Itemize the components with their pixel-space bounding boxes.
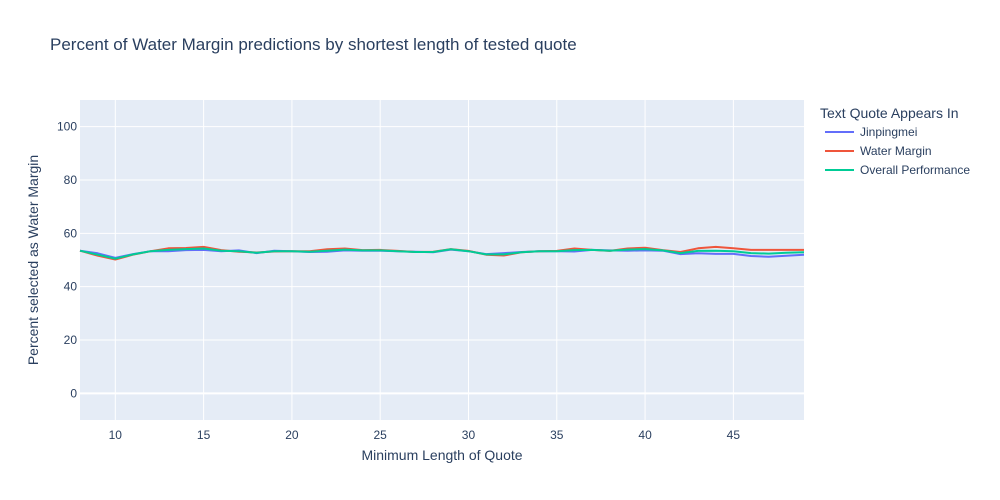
x-tick-label: 20 xyxy=(285,428,299,442)
y-tick-label: 80 xyxy=(64,173,78,187)
y-tick-label: 100 xyxy=(57,120,77,134)
tick-labels: 10 15 20 25 30 35 40 45 0 20 40 60 80 100 xyxy=(57,120,740,442)
series-line-overall-performance xyxy=(79,247,805,260)
legend-label: Water Margin xyxy=(860,144,932,158)
x-tick-label: 10 xyxy=(109,428,123,442)
legend[interactable]: Text Quote Appears In Jinpingmei Water Ma… xyxy=(820,105,970,177)
y-tick-label: 40 xyxy=(64,280,78,294)
x-tick-label: 35 xyxy=(550,428,564,442)
legend-label: Overall Performance xyxy=(860,163,970,177)
y-tick-label: 0 xyxy=(70,386,77,400)
x-tick-label: 30 xyxy=(462,428,476,442)
y-tick-label: 20 xyxy=(64,333,78,347)
plot-area xyxy=(80,100,804,420)
legend-item[interactable]: Overall Performance xyxy=(825,163,970,177)
series-lines xyxy=(79,245,805,261)
x-tick-label: 45 xyxy=(727,428,741,442)
legend-title: Text Quote Appears In xyxy=(820,105,959,121)
legend-item[interactable]: Jinpingmei xyxy=(825,125,917,139)
x-tick-label: 15 xyxy=(197,428,211,442)
legend-label: Jinpingmei xyxy=(860,125,917,139)
chart-title: Percent of Water Margin predictions by s… xyxy=(50,35,577,54)
y-tick-label: 60 xyxy=(64,226,78,240)
y-axis-title: Percent selected as Water Margin xyxy=(25,155,41,365)
x-axis-title: Minimum Length of Quote xyxy=(361,447,522,463)
grid xyxy=(80,100,804,420)
legend-item[interactable]: Water Margin xyxy=(825,144,932,158)
x-tick-label: 25 xyxy=(374,428,388,442)
x-tick-label: 40 xyxy=(638,428,652,442)
